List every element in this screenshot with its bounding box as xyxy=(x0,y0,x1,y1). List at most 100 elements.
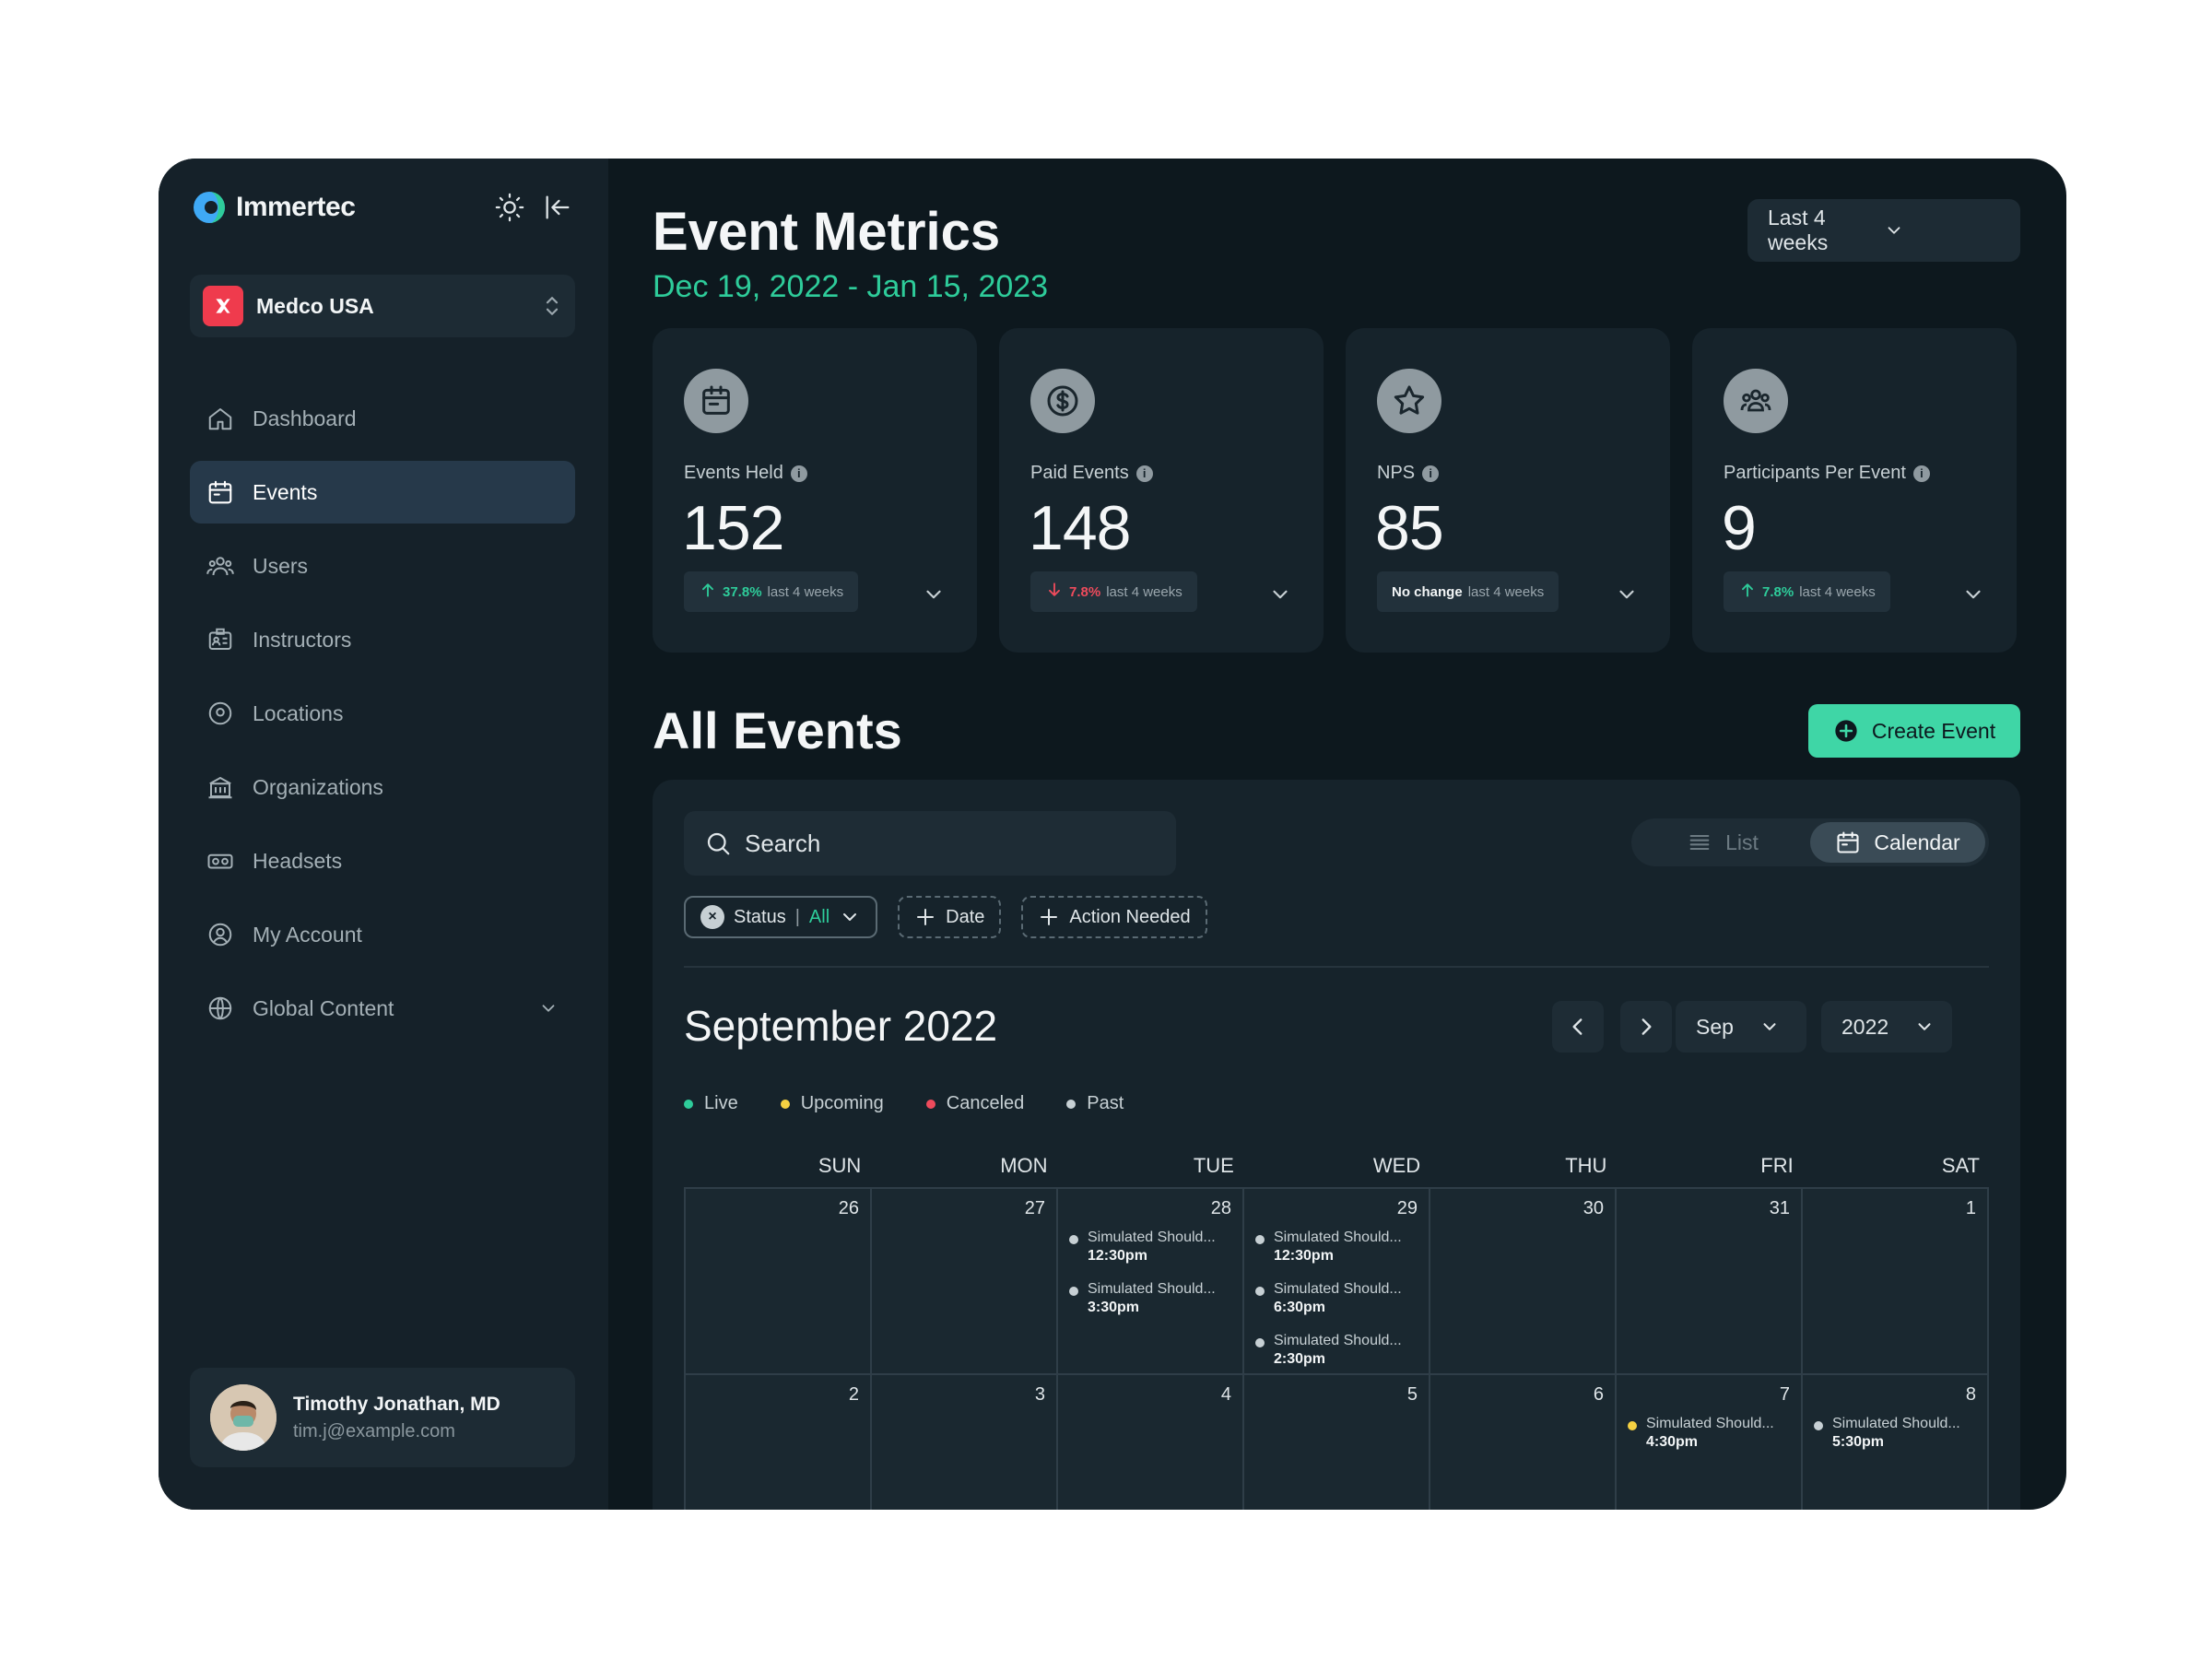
event-time: 2:30pm xyxy=(1274,1351,1326,1367)
day-number: 8 xyxy=(1965,1384,1976,1405)
clear-filter-icon[interactable]: × xyxy=(700,905,724,929)
calendar-event[interactable]: Simulated Should... 12:30pm xyxy=(1255,1230,1419,1265)
event-title: Simulated Should... xyxy=(1646,1416,1774,1431)
arrow-down-icon xyxy=(1045,581,1064,603)
calendar-day-cell[interactable]: 26 xyxy=(686,1189,872,1375)
chevron-down-icon[interactable] xyxy=(922,582,946,606)
sidebar-item-my-account[interactable]: My Account xyxy=(190,903,575,966)
metric-card-events-held[interactable]: Events Held i 152 37.8% last 4 weeks xyxy=(653,328,977,653)
year-select-value: 2022 xyxy=(1841,1014,1889,1039)
metric-card-participants-per-event[interactable]: Participants Per Event i 9 7.8% last 4 w… xyxy=(1692,328,2017,653)
sidebar-item-global-content[interactable]: Global Content xyxy=(190,977,575,1040)
user-profile-card[interactable]: Timothy Jonathan, MD tim.j@example.com xyxy=(190,1368,575,1467)
star-icon xyxy=(1377,369,1441,433)
chevron-down-icon xyxy=(839,906,861,928)
metric-label: Events Held i xyxy=(684,463,807,484)
people-icon xyxy=(1724,369,1788,433)
metric-card-nps[interactable]: NPS i 85 No change last 4 weeks xyxy=(1346,328,1670,653)
building-icon xyxy=(206,773,234,801)
legend-label: Past xyxy=(1087,1093,1124,1113)
info-icon[interactable]: i xyxy=(1135,465,1153,482)
brand-name: Immertec xyxy=(236,192,356,222)
status-filter[interactable]: × Status | All xyxy=(684,896,878,938)
brand-logo-icon xyxy=(192,190,227,225)
calendar-event[interactable]: Simulated Should... 2:30pm xyxy=(1255,1333,1419,1368)
search-input[interactable]: Search xyxy=(684,811,1176,876)
date-filter[interactable]: Date xyxy=(898,896,1002,938)
create-event-button[interactable]: Create Event xyxy=(1808,704,2020,758)
day-number: 27 xyxy=(1024,1198,1045,1218)
chevron-down-icon[interactable] xyxy=(1961,582,1985,606)
sidebar-item-events[interactable]: Events xyxy=(190,461,575,524)
calendar-day-cell[interactable]: 1 xyxy=(1803,1189,1989,1375)
user-email: tim.j@example.com xyxy=(293,1420,455,1441)
calendar-day-cell[interactable]: 27 xyxy=(872,1189,1058,1375)
previous-month-button[interactable] xyxy=(1552,1001,1604,1053)
create-event-label: Create Event xyxy=(1871,718,1996,743)
updown-chevron-icon xyxy=(542,292,562,320)
calendar-legend: Live Upcoming Canceled Past xyxy=(684,1093,1124,1114)
sidebar-item-organizations[interactable]: Organizations xyxy=(190,756,575,818)
calendar-view-button[interactable]: Calendar xyxy=(1810,822,1985,863)
info-icon[interactable]: i xyxy=(790,465,807,482)
arrow-up-icon xyxy=(1738,581,1757,603)
list-view-button[interactable]: List xyxy=(1635,822,1810,863)
weekday-label: TUE xyxy=(1193,1154,1234,1177)
calendar-day-cell[interactable]: 31 xyxy=(1617,1189,1803,1375)
metric-cards: Events Held i 152 37.8% last 4 weeks xyxy=(653,328,2017,653)
status-dot xyxy=(780,1099,790,1109)
day-events: Simulated Should... 12:30pm Simulated Shou… xyxy=(1069,1230,1233,1333)
sidebar-item-label: Dashboard xyxy=(253,406,357,430)
year-select[interactable]: 2022 xyxy=(1821,1001,1952,1053)
calendar-day-cell[interactable]: 30 xyxy=(1430,1189,1617,1375)
sidebar-item-dashboard[interactable]: Dashboard xyxy=(190,387,575,450)
page-title: Event Metrics xyxy=(653,202,1001,262)
organization-select[interactable]: Medco USA xyxy=(190,275,575,337)
calendar-event[interactable]: Simulated Should... 4:30pm xyxy=(1628,1416,1792,1451)
collapse-sidebar-icon[interactable] xyxy=(542,192,573,223)
brand[interactable]: Immertec xyxy=(192,190,356,225)
sun-icon[interactable] xyxy=(494,192,525,223)
sidebar-item-locations[interactable]: Locations xyxy=(190,682,575,745)
calendar-event[interactable]: Simulated Should... 3:30pm xyxy=(1069,1281,1233,1316)
calendar-day-cell[interactable]: 3 xyxy=(872,1375,1058,1510)
calendar-month-title: September 2022 xyxy=(684,1002,998,1050)
month-select[interactable]: Sep xyxy=(1676,1001,1806,1053)
sidebar-item-headsets[interactable]: Headsets xyxy=(190,830,575,892)
sidebar-nav: Dashboard Events Users Instructors xyxy=(190,387,575,1051)
chevron-down-icon[interactable] xyxy=(1615,582,1639,606)
calendar-day-cell[interactable]: 5 xyxy=(1244,1375,1430,1510)
calendar-day-cell[interactable]: 6 xyxy=(1430,1375,1617,1510)
event-time: 6:30pm xyxy=(1274,1300,1326,1315)
sidebar-item-label: Headsets xyxy=(253,848,343,873)
sidebar-item-users[interactable]: Users xyxy=(190,535,575,597)
next-month-button[interactable] xyxy=(1620,1001,1672,1053)
metric-trend: No change last 4 weeks xyxy=(1377,571,1559,612)
calendar-event[interactable]: Simulated Should... 5:30pm xyxy=(1814,1416,1978,1451)
chevron-down-icon xyxy=(1914,1017,1935,1037)
sidebar-item-label: Global Content xyxy=(253,995,394,1020)
calendar-day-cell[interactable]: 7 Simulated Should... 4:30pm xyxy=(1617,1375,1803,1510)
calendar-event[interactable]: Simulated Should... 6:30pm xyxy=(1255,1281,1419,1316)
weekday-label: FRI xyxy=(1760,1154,1794,1177)
event-title: Simulated Should... xyxy=(1274,1281,1402,1297)
calendar-day-cell[interactable]: 4 xyxy=(1058,1375,1244,1510)
calendar-day-cell[interactable]: 28 Simulated Should... 12:30pm Simulated Sh… xyxy=(1058,1189,1244,1375)
day-number: 7 xyxy=(1779,1384,1790,1405)
legend-item-live: Live xyxy=(684,1093,738,1114)
calendar-day-cell[interactable]: 2 xyxy=(686,1375,872,1510)
calendar-event[interactable]: Simulated Should... 12:30pm xyxy=(1069,1230,1233,1265)
time-range-select[interactable]: Last 4 weeks xyxy=(1747,199,2020,262)
info-icon[interactable]: i xyxy=(1422,465,1440,482)
calendar-icon xyxy=(684,369,748,433)
info-icon[interactable]: i xyxy=(1912,465,1930,482)
chevron-down-icon[interactable] xyxy=(1268,582,1292,606)
day-number: 5 xyxy=(1406,1384,1418,1405)
metric-card-paid-events[interactable]: Paid Events i 148 7.8% last 4 weeks xyxy=(999,328,1324,653)
calendar-day-cell[interactable]: 29 Simulated Should... 12:30pm Simulated Sh… xyxy=(1244,1189,1430,1375)
day-number: 3 xyxy=(1034,1384,1045,1405)
sidebar-item-instructors[interactable]: Instructors xyxy=(190,608,575,671)
calendar-day-cell[interactable]: 8 Simulated Should... 5:30pm xyxy=(1803,1375,1989,1510)
dollar-icon xyxy=(1030,369,1095,433)
action-needed-filter[interactable]: Action Needed xyxy=(1021,896,1207,938)
